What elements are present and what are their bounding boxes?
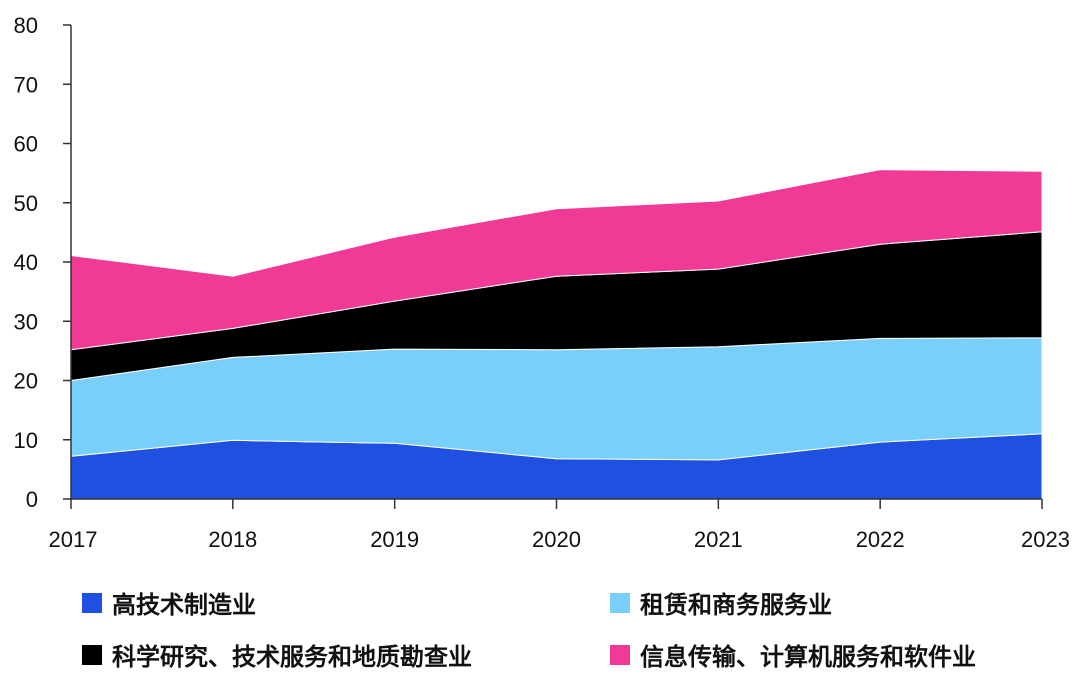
y-tick-label: 0: [26, 487, 38, 512]
x-tick-label: 2017: [49, 527, 98, 552]
y-tick-label: 60: [14, 132, 38, 157]
y-tick-label: 70: [14, 72, 38, 97]
x-axis-ticks: 2017 2018 2019 2020 2021 2022 2023: [49, 499, 1070, 552]
legend-swatch: [610, 592, 630, 613]
legend-label: 高技术制造业: [112, 591, 256, 619]
y-tick-label: 40: [14, 250, 38, 275]
legend-swatch: [610, 644, 630, 665]
x-tick-label: 2023: [1021, 527, 1070, 552]
y-tick-label: 20: [14, 369, 38, 394]
x-tick-label: 2019: [370, 527, 419, 552]
x-tick-label: 2021: [694, 527, 743, 552]
x-tick-label: 2020: [532, 527, 581, 552]
x-tick-label: 2018: [208, 527, 257, 552]
y-tick-label: 80: [14, 13, 38, 38]
legend-swatch: [82, 644, 102, 665]
legend-item-science-research: 科学研究、技术服务和地质勘查业: [82, 637, 472, 672]
legend-swatch: [82, 592, 102, 613]
y-tick-label: 10: [14, 428, 38, 453]
legend-label: 信息传输、计算机服务和软件业: [640, 643, 976, 671]
legend-label: 租赁和商务服务业: [640, 591, 832, 619]
legend-item-it-software: 信息传输、计算机服务和软件业: [610, 637, 976, 672]
y-tick-label: 50: [14, 191, 38, 216]
y-axis-ticks: 0 10 20 30 40 50 60 70 80: [14, 13, 71, 512]
area-layer: [70, 169, 1043, 500]
x-tick-label: 2022: [856, 527, 905, 552]
legend-item-leasing-business-services: 租赁和商务服务业: [610, 585, 832, 620]
legend-label: 科学研究、技术服务和地质勘查业: [112, 643, 472, 671]
area-series-3: [70, 169, 1043, 351]
y-tick-label: 30: [14, 309, 38, 334]
legend-item-high-tech-manufacturing: 高技术制造业: [82, 585, 256, 620]
